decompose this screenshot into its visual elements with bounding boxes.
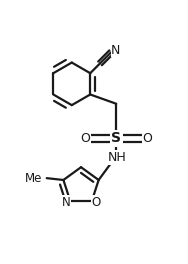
Text: N: N <box>62 196 70 209</box>
Text: NH: NH <box>108 151 127 164</box>
Text: N: N <box>111 44 121 57</box>
Text: S: S <box>111 131 121 145</box>
Text: O: O <box>91 196 101 209</box>
Text: O: O <box>80 132 90 145</box>
Text: O: O <box>142 132 152 145</box>
Text: Me: Me <box>25 172 43 185</box>
